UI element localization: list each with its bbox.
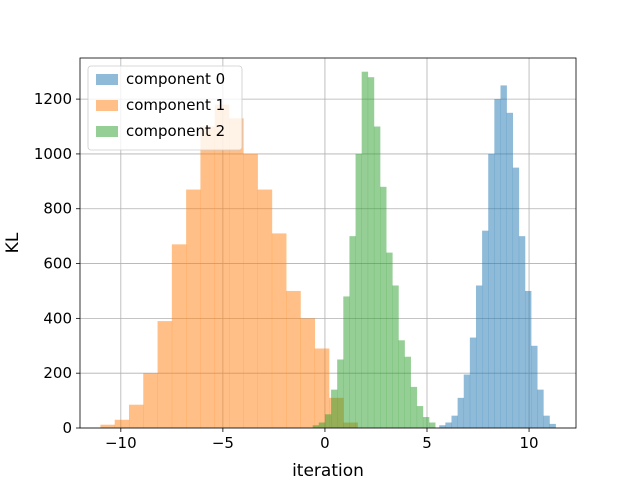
histogram-bar bbox=[314, 348, 330, 428]
histogram-bar bbox=[549, 423, 556, 428]
histogram-bar bbox=[343, 296, 350, 428]
histogram-bar bbox=[457, 397, 465, 428]
histogram-bar bbox=[451, 415, 458, 428]
histogram-bar bbox=[416, 406, 424, 428]
histogram-bar bbox=[243, 153, 258, 428]
legend-box bbox=[87, 65, 243, 151]
histogram-bar bbox=[286, 290, 301, 428]
series-0 bbox=[439, 85, 556, 429]
x-tick-label: −5 bbox=[212, 434, 234, 452]
legend-label: component 0 bbox=[126, 70, 225, 88]
histogram-bar bbox=[488, 153, 495, 428]
histogram-bar bbox=[171, 244, 187, 428]
histogram-bar bbox=[128, 404, 144, 428]
histogram-bar bbox=[494, 99, 501, 429]
histogram-bar bbox=[214, 104, 230, 428]
histogram-bar bbox=[439, 425, 446, 428]
histogram-bar bbox=[186, 189, 201, 428]
histogram-bar bbox=[518, 236, 526, 428]
histogram-bar bbox=[324, 414, 332, 428]
histogram-bar bbox=[543, 415, 550, 428]
y-tick-label: 1200 bbox=[34, 90, 72, 108]
histogram-bar bbox=[445, 422, 452, 428]
histogram-bar bbox=[229, 118, 244, 429]
histogram-bar bbox=[300, 318, 316, 428]
histogram-bar bbox=[404, 356, 411, 428]
legend-swatch bbox=[96, 74, 118, 85]
histogram-bar bbox=[114, 419, 130, 428]
histogram-bar bbox=[392, 285, 399, 428]
histogram-bar bbox=[537, 389, 544, 428]
histogram-bar bbox=[398, 340, 405, 428]
histogram-bar bbox=[373, 126, 381, 429]
x-tick-label: −10 bbox=[105, 434, 137, 452]
histogram-bar bbox=[331, 389, 338, 428]
legend: component 0 component 1 component 2 bbox=[87, 65, 243, 151]
plot-frame bbox=[79, 57, 577, 429]
y-axis-label: KL bbox=[3, 232, 23, 253]
histogram-bar bbox=[469, 337, 477, 428]
histogram-bar bbox=[361, 71, 369, 428]
histogram-bar bbox=[512, 167, 520, 428]
histogram-bar bbox=[531, 345, 538, 428]
histogram-bar bbox=[482, 230, 489, 428]
axis-ticks: −10 −5 0 5 10 0 200 400 600 800 1000 1200 bbox=[34, 90, 539, 452]
histogram-bar bbox=[463, 374, 471, 428]
histogram-bar bbox=[355, 153, 362, 428]
histogram-bar bbox=[312, 425, 320, 428]
y-tick-label: 600 bbox=[43, 255, 72, 273]
histogram-bar bbox=[143, 373, 158, 428]
histogram-bars bbox=[100, 71, 556, 429]
legend-label: component 2 bbox=[126, 122, 225, 140]
histogram-bar bbox=[380, 186, 387, 428]
x-tick-label: 5 bbox=[422, 434, 432, 452]
y-tick-label: 0 bbox=[62, 419, 72, 437]
legend-label: component 1 bbox=[126, 96, 225, 114]
histogram-bar bbox=[157, 321, 173, 428]
series-2 bbox=[312, 71, 436, 429]
histogram-bar bbox=[500, 85, 507, 428]
y-tick-label: 800 bbox=[43, 200, 72, 218]
y-tick-label: 400 bbox=[43, 309, 72, 327]
histogram-bar bbox=[422, 417, 430, 428]
histogram-bar bbox=[337, 359, 344, 428]
histogram-bar bbox=[200, 126, 216, 429]
histogram-bar bbox=[318, 422, 326, 428]
histogram-bar bbox=[506, 112, 514, 428]
histogram-bar bbox=[475, 285, 483, 428]
histogram-bar bbox=[386, 252, 393, 428]
histogram-bar bbox=[100, 424, 115, 428]
histogram-bar bbox=[410, 386, 418, 428]
histogram-bar bbox=[349, 236, 356, 428]
x-tick-label: 0 bbox=[320, 434, 330, 452]
histogram-bar bbox=[367, 77, 375, 428]
y-tick-label: 200 bbox=[43, 364, 72, 382]
x-axis-label: iteration bbox=[292, 461, 364, 480]
legend-swatch bbox=[96, 126, 118, 137]
legend-swatch bbox=[96, 100, 118, 111]
histogram-bar bbox=[429, 422, 436, 428]
x-tick-label: 10 bbox=[520, 434, 539, 452]
histogram-bar bbox=[257, 189, 273, 428]
y-tick-label: 1000 bbox=[34, 145, 72, 163]
histogram-bar bbox=[524, 290, 532, 428]
series-1 bbox=[100, 104, 358, 429]
histogram-bar bbox=[271, 233, 287, 428]
